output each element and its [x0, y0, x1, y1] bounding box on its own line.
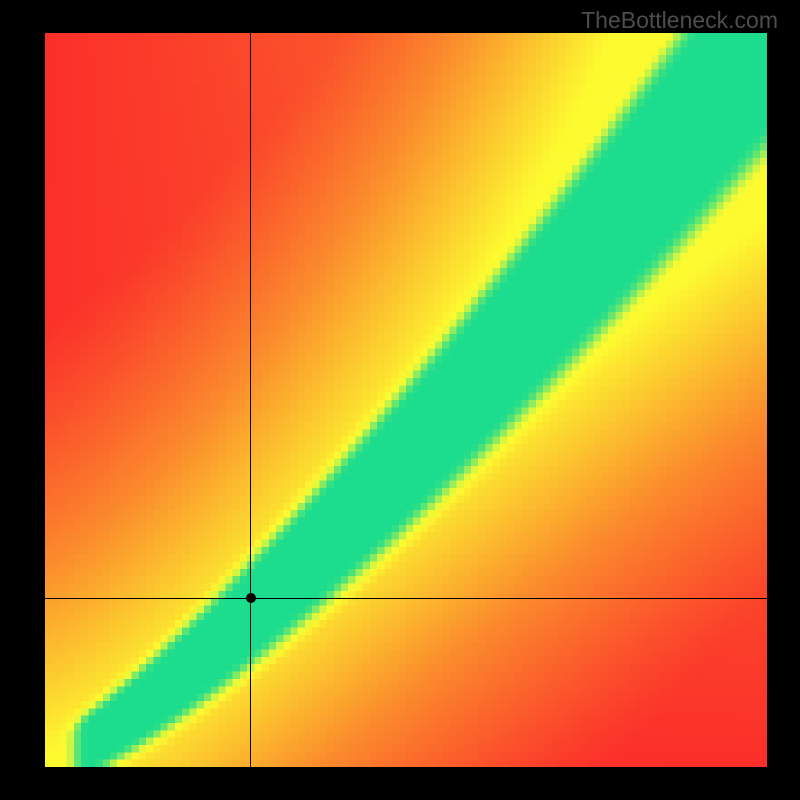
- crosshair-horizontal: [45, 598, 767, 599]
- heatmap-canvas: [45, 33, 767, 767]
- crosshair-vertical: [250, 33, 251, 767]
- crosshair-marker: [246, 593, 256, 603]
- watermark-text: TheBottleneck.com: [581, 7, 778, 34]
